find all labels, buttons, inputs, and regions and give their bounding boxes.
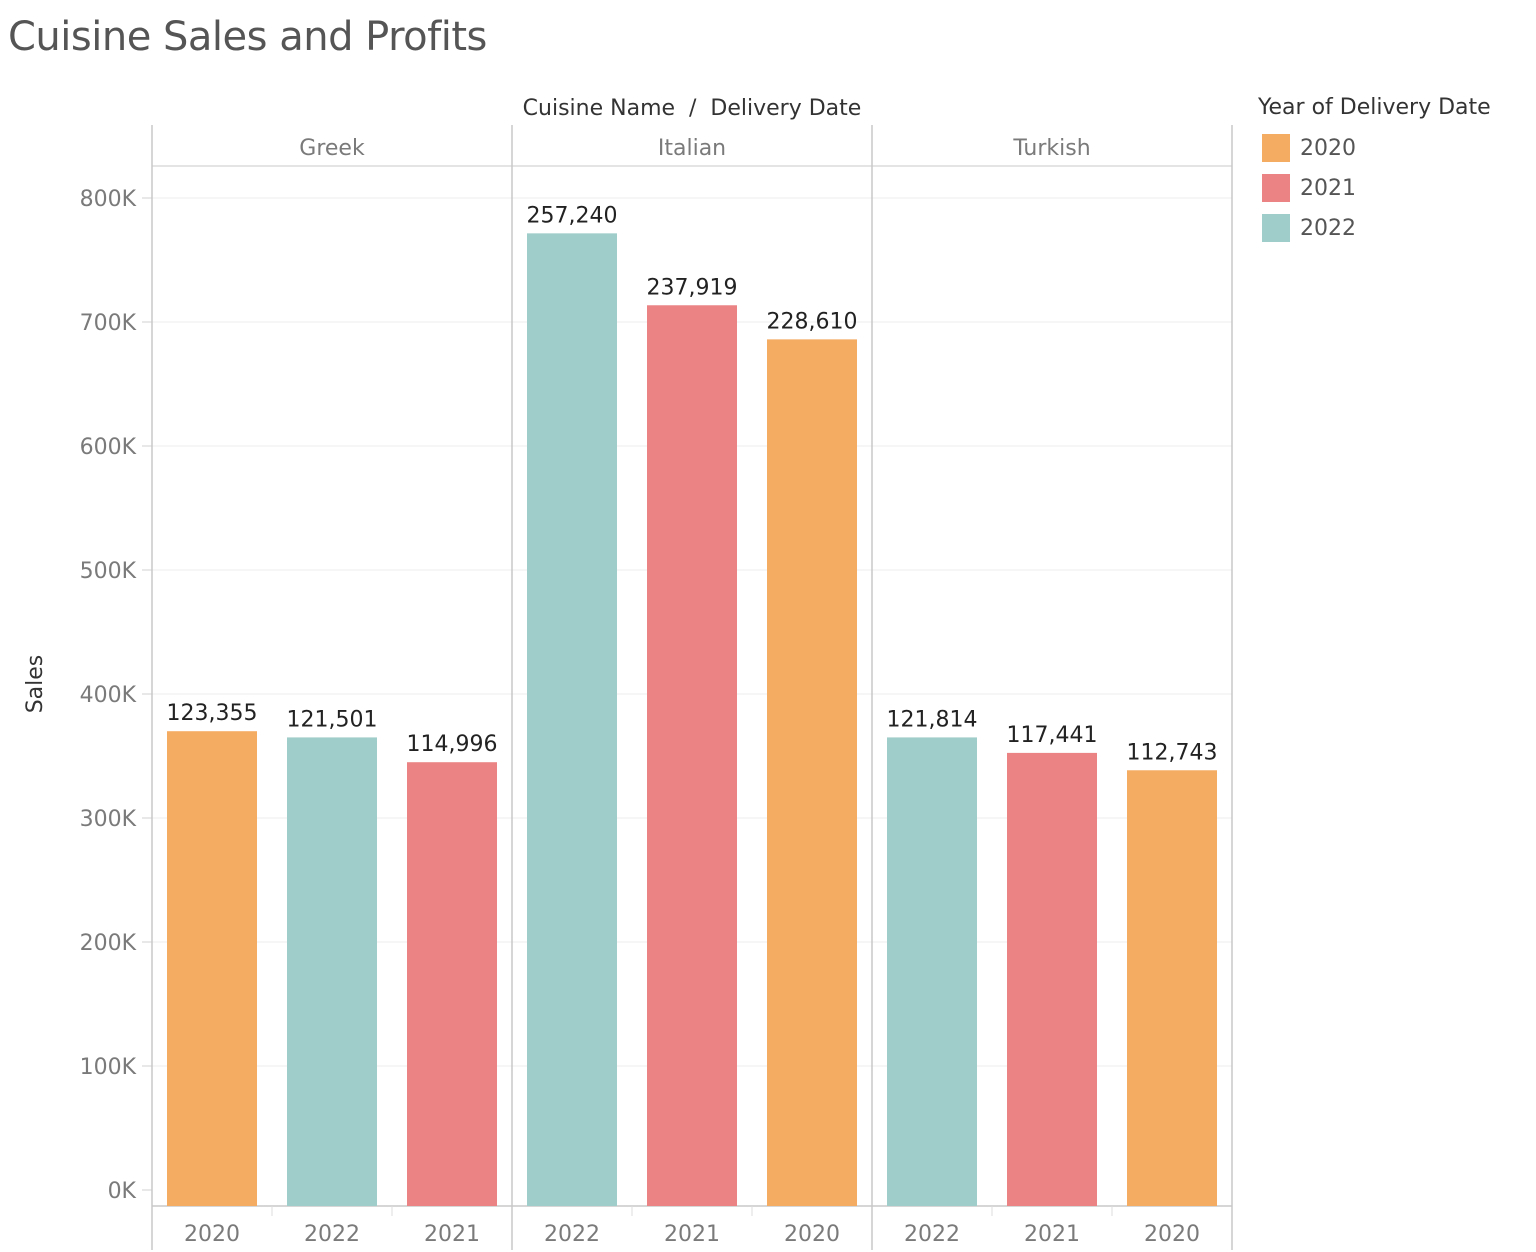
bar (887, 737, 977, 1206)
x-tick-label: 2022 (544, 1222, 600, 1247)
data-label: 114,996 (407, 732, 498, 757)
bars: Greek 123,355 2020 121,501 2022 114,996 2021 It… (167, 136, 1218, 1247)
bar (287, 737, 377, 1206)
bar (767, 339, 857, 1206)
legend-swatch (1262, 174, 1290, 202)
x-tick-label: 2020 (184, 1222, 240, 1247)
x-tick-label: 2020 (1144, 1222, 1200, 1247)
bar (1127, 770, 1217, 1206)
y-tick-label: 500K (80, 559, 137, 584)
data-label: 117,441 (1007, 723, 1098, 748)
y-tick-label: 200K (80, 931, 137, 956)
y-tick-label: 600K (80, 435, 137, 460)
column-header: Cuisine Name / Delivery Date (523, 96, 862, 121)
x-tick-label: 2022 (304, 1222, 360, 1247)
legend-item: 2020 (1258, 128, 1491, 168)
data-label: 228,610 (767, 309, 858, 334)
bar (167, 731, 257, 1206)
data-label: 123,355 (167, 701, 258, 726)
data-label: 237,919 (647, 275, 738, 300)
y-tick-label: 800K (80, 187, 137, 212)
x-tick-label: 2022 (904, 1222, 960, 1247)
y-tick-label: 0K (108, 1179, 137, 1204)
bar (407, 762, 497, 1206)
data-label: 121,814 (887, 707, 978, 732)
y-tick-label: 400K (80, 683, 137, 708)
panel-label: Italian (658, 136, 726, 161)
bar (1007, 752, 1097, 1206)
legend-swatch (1262, 214, 1290, 242)
legend-label: 2022 (1300, 215, 1356, 241)
legend-items: 2020 2021 2022 (1258, 128, 1491, 248)
legend-label: 2021 (1300, 175, 1356, 201)
x-tick-label: 2021 (1024, 1222, 1080, 1247)
x-tick-label: 2021 (424, 1222, 480, 1247)
y-tick-label: 100K (80, 1055, 137, 1080)
x-tick-label: 2021 (664, 1222, 720, 1247)
bar (527, 233, 617, 1207)
y-axis-ticks: 0K 100K 200K 300K 400K 500K 600K 700K 800K (80, 187, 152, 1204)
legend-label: 2020 (1300, 135, 1356, 161)
legend-swatch (1262, 134, 1290, 162)
x-tick-label: 2020 (784, 1222, 840, 1247)
bar-chart: Cuisine Name / Delivery Date Sales 0K 100… (23, 96, 1233, 1250)
legend-title: Year of Delivery Date (1258, 95, 1491, 120)
y-axis-title: Sales (23, 655, 48, 714)
data-label: 257,240 (527, 203, 618, 228)
panel-label: Turkish (1012, 136, 1090, 161)
y-tick-label: 300K (80, 807, 137, 832)
chart-title: Cuisine Sales and Profits (8, 14, 487, 60)
legend-item: 2022 (1258, 208, 1491, 248)
bar (647, 305, 737, 1206)
legend: Year of Delivery Date 2020 2021 2022 (1258, 95, 1491, 248)
y-tick-label: 700K (80, 311, 137, 336)
data-label: 112,743 (1127, 740, 1218, 765)
legend-item: 2021 (1258, 168, 1491, 208)
data-label: 121,501 (287, 707, 378, 732)
panel-label: Greek (299, 136, 365, 161)
